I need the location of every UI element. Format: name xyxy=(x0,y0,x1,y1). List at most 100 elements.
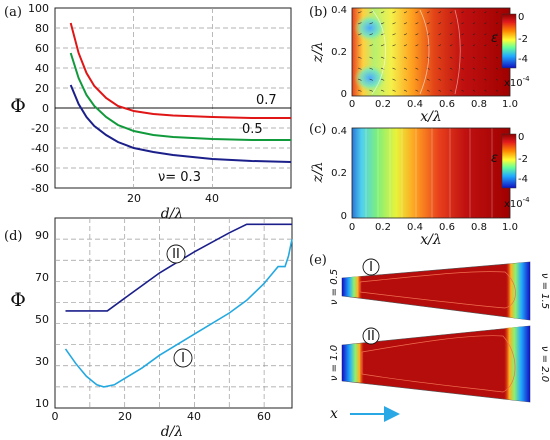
b-vector-arrow xyxy=(380,22,385,25)
b-vector-arrow xyxy=(472,11,476,14)
c-xtick-0-2: 0.2 xyxy=(375,222,391,233)
c-ytick-0-4: 0.4 xyxy=(331,126,347,137)
b-vector-arrow xyxy=(380,89,385,92)
b-vector-arrow xyxy=(426,56,430,59)
b-vector-arrow xyxy=(438,89,442,92)
b-vector-arrow xyxy=(461,89,464,92)
a-ytick-80: 80 xyxy=(35,22,49,35)
b-vector-arrow xyxy=(380,78,385,81)
b-vector-arrow xyxy=(392,44,396,47)
panel-b-cbar-label: ε xyxy=(491,31,498,46)
panel-c-cbar-exp: x10-4 xyxy=(504,196,530,210)
b-vector-arrow xyxy=(403,78,408,81)
b-vector-arrow xyxy=(461,44,464,47)
a-xtick-20: 20 xyxy=(127,192,141,205)
a-ytick-20: 20 xyxy=(35,82,49,95)
a-ytick-m20: -20 xyxy=(31,122,49,135)
b-vector-arrow xyxy=(415,22,419,25)
b-vector-arrow xyxy=(472,56,476,59)
b-vector-arrow xyxy=(403,67,408,70)
b-vector-arrow xyxy=(369,67,373,70)
b-ytick-0-4: 0.4 xyxy=(331,5,347,16)
a-series-line-2 xyxy=(69,84,292,163)
b-vector-arrow xyxy=(369,22,373,25)
b-xtick-0: 0 xyxy=(349,99,355,110)
panel-b-label: (b) xyxy=(309,5,327,20)
d-marker-I: I xyxy=(181,351,185,366)
b-vector-arrow xyxy=(484,78,487,81)
panel-b-contour-1 xyxy=(371,9,386,95)
d-xtick-60: 60 xyxy=(257,410,271,423)
a-xtick-40: 40 xyxy=(205,192,219,205)
b-xtick-1-0: 1.0 xyxy=(502,99,518,110)
b-vector-arrow xyxy=(461,33,464,36)
b-vector-arrow xyxy=(392,78,396,81)
b-vector-arrow xyxy=(415,78,419,81)
b-vector-arrow xyxy=(449,78,453,81)
b-vector-arrow xyxy=(495,22,498,25)
b-vector-arrow xyxy=(380,44,385,47)
panel-c-cbar-exp-power: -4 xyxy=(523,196,531,204)
panel-b-spot-top xyxy=(354,14,386,42)
b-vector-arrow xyxy=(438,44,442,47)
panel-a-y-ticks: 100 80 60 40 20 0 -20 -40 -60 -80 xyxy=(28,2,49,195)
b-vector-arrow xyxy=(449,89,453,92)
b-vector-arrow xyxy=(415,67,419,70)
a-ytick-100: 100 xyxy=(28,2,49,15)
panel-b-cbar-exp: x10-4 xyxy=(504,75,530,89)
b-vector-arrow xyxy=(461,22,464,25)
b-vector-arrow xyxy=(369,11,373,14)
b-vector-arrow xyxy=(495,78,498,81)
panel-c-label: (c) xyxy=(309,122,326,137)
b-vector-arrow xyxy=(415,11,419,14)
b-vector-arrow xyxy=(495,11,498,14)
d-ytick-10: 10 xyxy=(35,397,49,410)
b-vector-arrow xyxy=(461,67,464,70)
b-vector-arrow xyxy=(484,89,487,92)
shape-II-right-edge xyxy=(504,326,530,402)
shape-II-left-label: ν = 1.0 xyxy=(329,345,340,381)
shape-II-left-edge xyxy=(342,343,364,383)
panel-d-label: (d) xyxy=(4,229,22,244)
b-vector-arrow xyxy=(403,11,408,14)
b-vector-arrow xyxy=(392,56,396,59)
b-vector-arrow xyxy=(438,78,442,81)
d-ytick-90: 90 xyxy=(35,229,49,242)
b-vector-arrow xyxy=(415,89,419,92)
b-vector-arrow xyxy=(357,56,362,59)
b-vector-arrow xyxy=(472,33,476,36)
d-xtick-20: 20 xyxy=(118,410,132,423)
b-vector-arrow xyxy=(403,89,408,92)
b-vector-arrow xyxy=(472,67,476,70)
panel-b-cbar-exp-base: x10 xyxy=(504,78,523,89)
shape-I-marker: I xyxy=(369,260,373,275)
b-vector-arrow xyxy=(369,89,373,92)
b-vector-arrow xyxy=(392,33,396,36)
b-vector-arrow xyxy=(380,11,385,14)
b-vector-arrow xyxy=(357,78,362,81)
a-label-0-5: 0.5 xyxy=(242,122,263,137)
b-vector-arrow xyxy=(357,89,362,92)
b-vector-arrow xyxy=(484,44,487,47)
a-series-line-1 xyxy=(69,52,291,141)
a-ytick-0: 0 xyxy=(42,102,49,115)
panel-c-contours xyxy=(365,128,493,218)
d-xtick-0: 0 xyxy=(52,410,59,423)
b-ylabel: z/λ xyxy=(310,42,326,64)
b-vector-arrow xyxy=(495,33,498,36)
panel-a: (a) 100 80 60 40 20 0 -20 -40 -60 -80 20… xyxy=(4,2,292,222)
a-ytick-60: 60 xyxy=(35,42,49,55)
shape-II-marker: II xyxy=(367,329,375,344)
b-xtick-0-2: 0.2 xyxy=(375,99,391,110)
b-ytick-0-2: 0.2 xyxy=(331,47,347,58)
d-ylabel: Φ xyxy=(10,289,26,311)
c-xtick-1-0: 1.0 xyxy=(502,222,518,233)
b-vector-arrow xyxy=(357,44,362,47)
c-ytick-0: 0 xyxy=(341,211,347,222)
shape-I-right-label: ν = 1.5 xyxy=(539,273,550,309)
panel-c: (c) ε 0 -2 -4 x10-4 0.4 0.2 0 z/λ 0 0.2 … xyxy=(309,122,530,248)
b-vector-arrow xyxy=(449,33,453,36)
b-vector-arrow xyxy=(438,67,442,70)
b-vector-arrow xyxy=(415,33,419,36)
d-series-line-1 xyxy=(64,238,293,388)
